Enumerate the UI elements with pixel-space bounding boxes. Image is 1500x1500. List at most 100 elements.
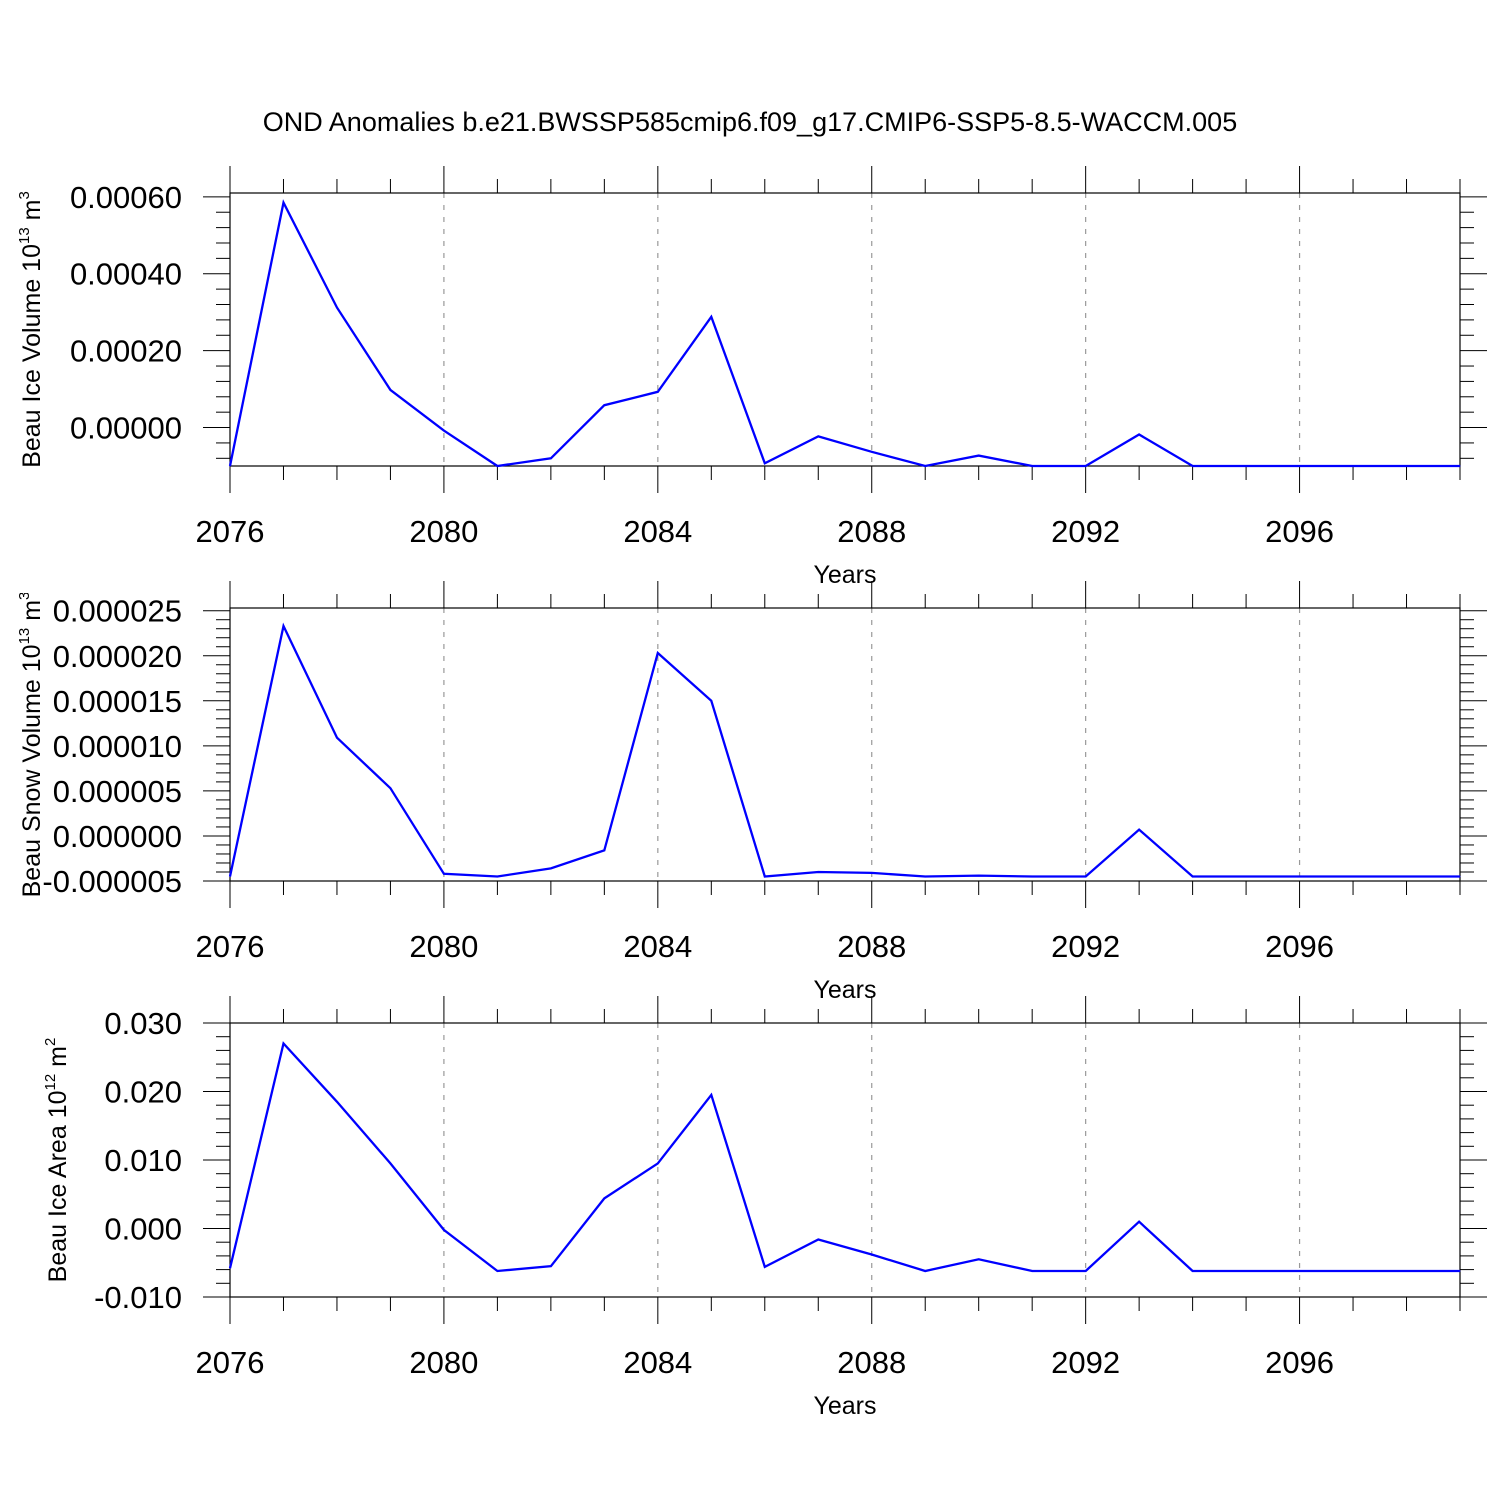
panel-2-y-axis-label-unit-exponent: 3 xyxy=(16,592,33,600)
panel-2-y-tick-label: 0.000005 xyxy=(53,774,182,809)
panel-2-data-point xyxy=(603,849,605,851)
panel-3-y-axis-label-unit-exponent: 2 xyxy=(42,1038,59,1046)
panel-3-data-point xyxy=(764,1266,766,1268)
panel-2-series-line xyxy=(228,622,1460,878)
panel-1-data-point xyxy=(1352,465,1354,467)
label-mask-bottom xyxy=(0,896,34,926)
panel-2-y-tick-label: 0.000000 xyxy=(53,819,182,854)
panel-2-y-axis-label-exponent: 13 xyxy=(16,628,33,645)
panel-2-x-tick-label: 2092 xyxy=(1051,929,1120,964)
panel-2-data-point xyxy=(1138,829,1140,831)
panel-1-x-tick-label: 2080 xyxy=(409,514,478,549)
panel-2-data-point xyxy=(443,873,445,875)
panel-3-data-point xyxy=(496,1270,498,1272)
panel-1-data-point xyxy=(871,451,873,453)
panel-1-data-point xyxy=(657,391,659,393)
panel-3-data-point xyxy=(710,1094,712,1096)
chart-title: OND Anomalies b.e21.BWSSP585cmip6.f09_g1… xyxy=(263,107,1237,137)
panel-1-y-tick-label: 0.00020 xyxy=(70,334,182,369)
panel-1-data-point xyxy=(1031,465,1033,467)
panel-2-data-point xyxy=(1031,875,1033,877)
panel-2-data-point xyxy=(229,875,231,877)
panel-1-data-point xyxy=(282,202,284,204)
panel-3-x-tick-label: 2096 xyxy=(1265,1345,1334,1380)
panel-2-y-axis-label: Beau Snow Volume 1013 m3 xyxy=(16,592,46,898)
panel-3-data-point xyxy=(443,1229,445,1231)
panel-1-data-point xyxy=(817,435,819,437)
panel-1-data-point xyxy=(924,465,926,467)
panel-3-y-tick-label: 0.020 xyxy=(104,1075,182,1110)
panel-3-data-point xyxy=(550,1265,552,1267)
panel-3-data-point xyxy=(1406,1270,1408,1272)
panel-3-data-point xyxy=(657,1162,659,1164)
panel-2-y-tick-label: -0.000005 xyxy=(42,864,182,899)
panel-3-x-tick-label: 2084 xyxy=(623,1345,692,1380)
panel-1-data-point xyxy=(1085,465,1087,467)
panel-2-data-point xyxy=(1406,875,1408,877)
panel-1-data-point xyxy=(1459,465,1461,467)
panel-3-data-point xyxy=(924,1270,926,1272)
panel-2-y-tick-label: 0.000025 xyxy=(53,594,182,629)
panel-1-y-axis-label: Beau Ice Volume 1013 m3 xyxy=(16,191,46,468)
panel-3-data-point xyxy=(1138,1221,1140,1223)
panel-2-y-tick-label: 0.000020 xyxy=(53,639,182,674)
panel-2-data-point xyxy=(1192,875,1194,877)
panel-3-y-tick-label: 0.030 xyxy=(104,1006,182,1041)
panel-3-data-point xyxy=(1085,1270,1087,1272)
panel-1-data-point xyxy=(603,404,605,406)
panel-3-data-point xyxy=(817,1238,819,1240)
panel-3-plot-frame xyxy=(229,1022,1461,1298)
panel-3-data-point xyxy=(1192,1270,1194,1272)
panel-1-data-point xyxy=(1245,465,1247,467)
panel-1-data-point xyxy=(1406,465,1408,467)
panel-2-data-point xyxy=(336,737,338,739)
panel-2-data-point xyxy=(978,875,980,877)
panel-1-x-tick-label: 2088 xyxy=(837,514,906,549)
panel-1-x-tick-label: 2076 xyxy=(196,514,265,549)
panel-2-data-point xyxy=(1085,875,1087,877)
panel-1-x-axis-label: Years xyxy=(813,561,876,589)
panel-3-x-tick-label: 2092 xyxy=(1051,1345,1120,1380)
panel-2-data-point xyxy=(764,875,766,877)
panel-2-data-point xyxy=(871,872,873,874)
panel-3-y-axis-label-unit: m xyxy=(44,1046,72,1074)
panel-2-data-point xyxy=(496,875,498,877)
panel-3-data-point xyxy=(603,1197,605,1199)
panel-3-data-point xyxy=(282,1043,284,1045)
panel-1-series-line xyxy=(228,199,1460,468)
panel-2-data-point xyxy=(710,700,712,702)
panel-2-data-point xyxy=(924,875,926,877)
panel-3-data-point xyxy=(1245,1270,1247,1272)
panel-3-data-point xyxy=(978,1258,980,1260)
panel-1-y-axis-label-unit-exponent: 3 xyxy=(16,191,33,199)
panel-3-y-tick-label: -0.010 xyxy=(94,1280,182,1315)
panel-2-x-tick-label: 2084 xyxy=(623,929,692,964)
panel-3-data-point xyxy=(1031,1270,1033,1272)
panel-3-x-axis-label: Years xyxy=(813,1392,876,1420)
panel-1-data-point xyxy=(710,316,712,318)
panel-2-y-tick-label: 0.000010 xyxy=(53,729,182,764)
panel-2-data-point xyxy=(550,867,552,869)
panel-2-plot-frame xyxy=(229,607,1461,882)
panel-2-y-axis-label-text: Beau Snow Volume 10 xyxy=(18,644,46,897)
panel-3-series-line xyxy=(228,1041,1460,1273)
panel-1-data-point xyxy=(978,455,980,457)
panel-1-data-point xyxy=(1299,465,1301,467)
panel-2-data-point xyxy=(282,625,284,627)
panel-1-data-point xyxy=(229,465,231,467)
panel-2-y-axis-label-unit: m xyxy=(18,600,46,628)
panel-2-x-axis-label: Years xyxy=(813,976,876,1004)
panel-2-y-tick-label: 0.000015 xyxy=(53,684,182,719)
panel-1-data-point xyxy=(389,389,391,391)
panel-1-data-point xyxy=(496,465,498,467)
panel-1-y-axis-label-unit: m xyxy=(18,200,46,228)
panel-3-y-axis-label-exponent: 12 xyxy=(42,1074,59,1091)
panel-2-x-tick-label: 2096 xyxy=(1265,929,1334,964)
panel-1-data-point xyxy=(550,457,552,459)
panel-2-x-tick-label: 2080 xyxy=(409,929,478,964)
panel-1-y-axis-label-exponent: 13 xyxy=(16,227,33,244)
panel-3-data-point xyxy=(1459,1270,1461,1272)
panel-3-data-point xyxy=(389,1162,391,1164)
